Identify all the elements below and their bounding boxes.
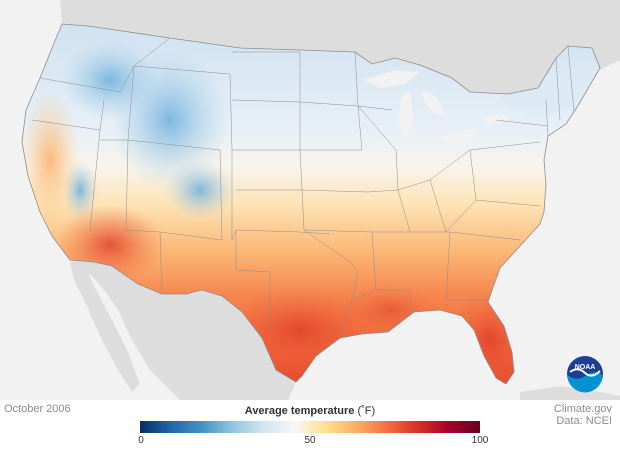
legend-tick: 0 — [138, 435, 144, 446]
legend-tick: 50 — [304, 435, 316, 446]
baja-peninsula — [70, 262, 140, 392]
temperature-map — [0, 0, 620, 400]
state-borders — [31, 37, 575, 339]
legend-variable: Average temperature — [244, 405, 355, 417]
legend-title: Average temperature (˚F) — [140, 405, 480, 417]
credit-data: Data: NCEI — [556, 415, 612, 427]
cuba-landmass — [520, 386, 620, 400]
scale-fill — [140, 421, 480, 433]
period-label: October 2006 — [4, 403, 71, 415]
noaa-logo: NOAA — [567, 356, 603, 393]
noaa-logo-text: NOAA — [575, 364, 596, 371]
noaa-logo-inner — [567, 372, 603, 393]
noaa-logo-bird — [569, 368, 601, 377]
mexico-landmass — [70, 260, 296, 400]
great-lakes — [364, 70, 508, 146]
legend-tick: 100 — [471, 435, 489, 446]
color-scale-bar — [140, 421, 480, 433]
credit-block: Climate.gov Data: NCEI — [554, 403, 612, 427]
canada-landmass — [60, 0, 620, 94]
legend-unit: (˚F) — [357, 405, 376, 417]
credit-source: Climate.gov — [553, 403, 612, 415]
background-land — [60, 0, 620, 400]
